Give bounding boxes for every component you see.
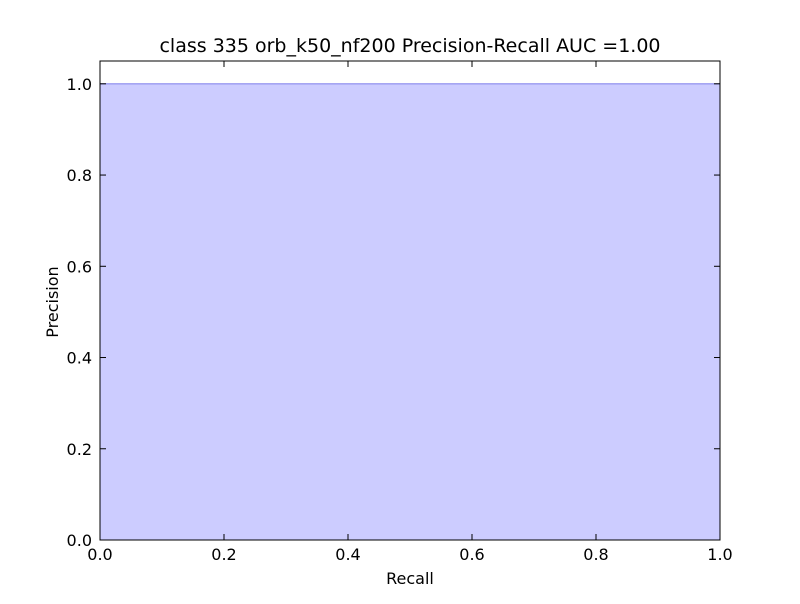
plot-frame [99,60,721,541]
x-tick-label: 0.8 [583,545,608,564]
x-tick-label: 0.2 [211,545,236,564]
x-tick-label: 1.0 [707,545,732,564]
y-tick-label: 0.4 [67,349,92,368]
x-tick-label: 0.4 [335,545,360,564]
pr-area-fill-0 [100,83,720,541]
y-tick-label: 0.6 [67,257,92,276]
y-tick-label: 0.0 [67,531,92,550]
y-axis-label: Precision [43,266,62,337]
y-tick-label: 0.8 [67,166,92,185]
y-tick-label: 1.0 [67,75,92,94]
chart-title: class 335 orb_k50_nf200 Precision-Recall… [159,35,660,57]
x-axis-label: Recall [386,569,434,588]
x-tick-label: 0.0 [87,545,112,564]
x-tick-label: 0.6 [459,545,484,564]
plot-area: 0.0 0.2 0.4 0.6 0.8 1.0 0.0 0.2 0.4 0.6 0.8 1.0 [67,60,733,564]
y-tick-label: 0.2 [67,440,92,459]
